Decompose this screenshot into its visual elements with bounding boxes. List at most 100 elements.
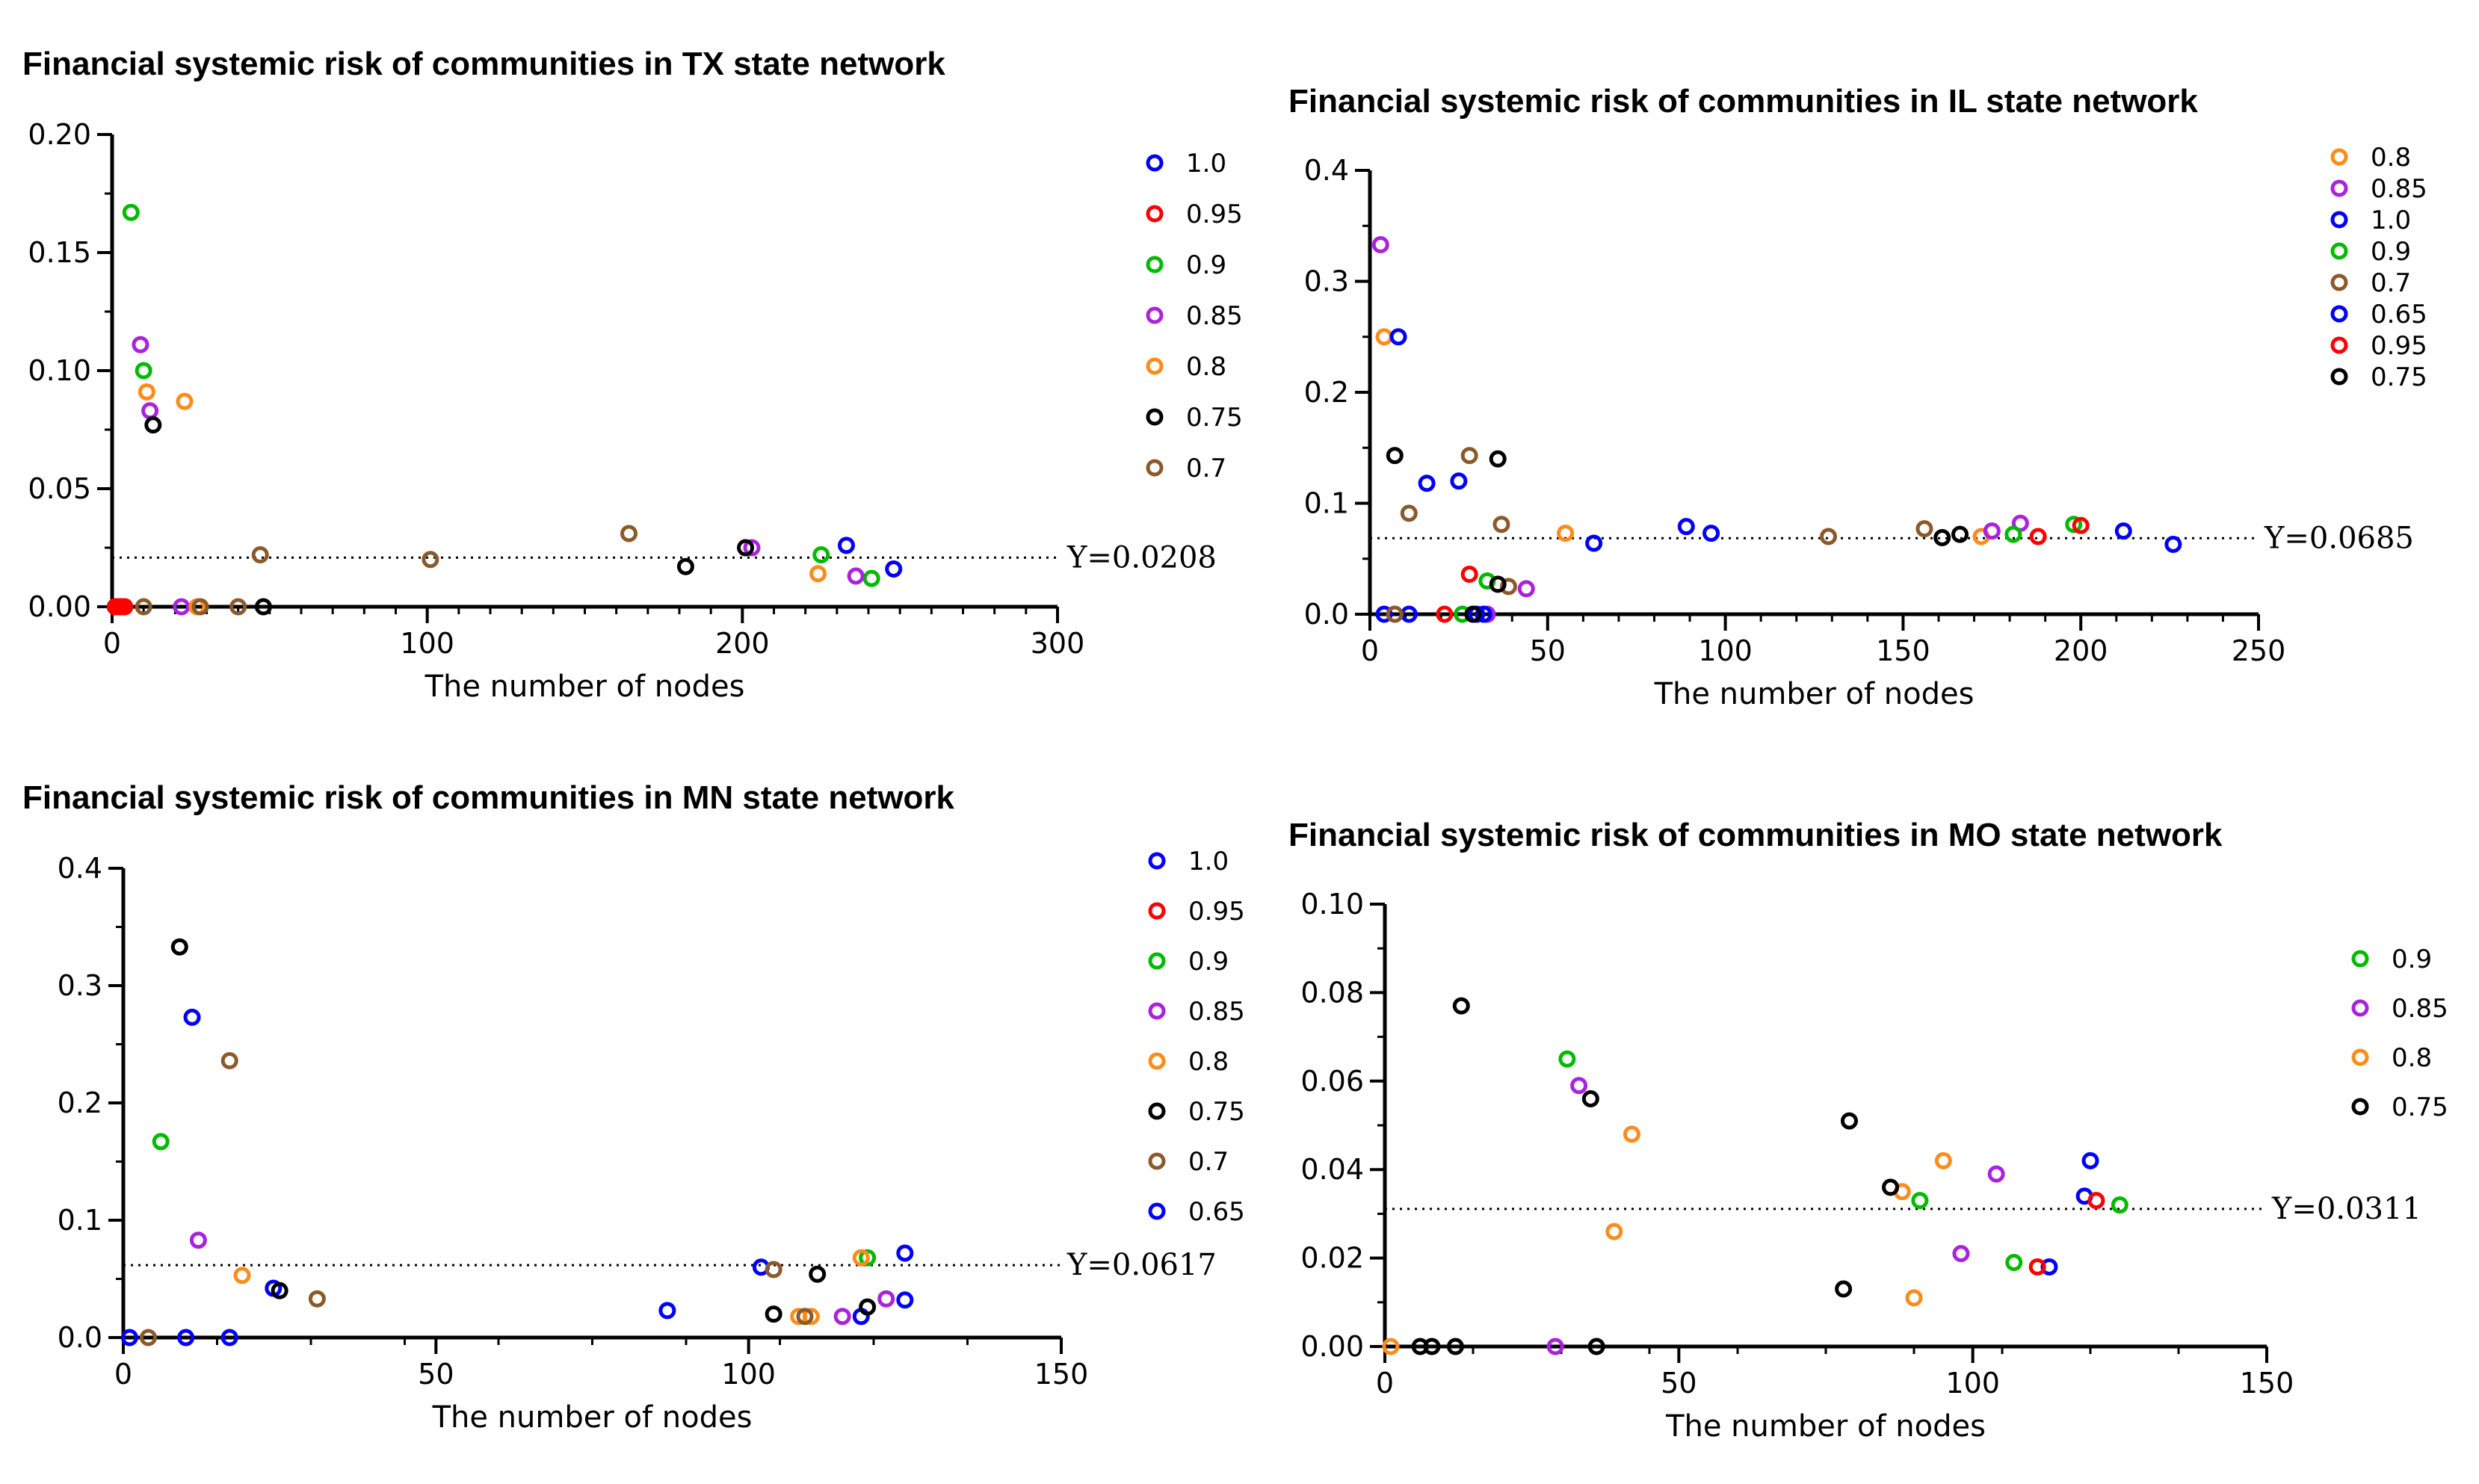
data-point [859,1298,877,1316]
chart-panel-1: Financial systemic risk of communities i… [22,46,1243,704]
data-point [138,383,155,401]
data-point [1375,605,1393,623]
legend-label: 1.0 [2371,205,2411,235]
legend: 0.9 0.85 0.8 0.75 [2351,944,2448,1122]
legend: 0.80.851.00.90.70.650.950.75 [2330,143,2427,392]
x-tick-label: 200 [715,627,770,660]
y-tick-label: 0.2 [1304,376,1349,409]
series-0_8 [1382,1125,1952,1355]
data-point [1587,1338,1605,1355]
legend-label: 0.8 [1186,352,1226,382]
data-point [1436,605,1454,623]
data-point [1934,1151,1952,1169]
data-point [116,598,134,616]
y-tick-label: 0.0 [58,1321,102,1354]
chart-panel-3: Financial systemic risk of communities i… [22,779,1245,1435]
series-0_75 [1386,447,1969,623]
data-point [1983,522,2001,540]
reference-line-label: Y=0.0311 [2271,1192,2421,1226]
series-0_9 [122,203,880,587]
legend-label: 0.95 [1186,200,1243,229]
x-tick-label: 50 [418,1358,454,1391]
legend-marker [1148,1202,1166,1220]
y-tick-label: 0.4 [58,852,102,885]
y-tick-label: 0.3 [1304,265,1349,298]
legend: 1.0 0.95 0.9 0.85 0.8 0.75 0.7 [1146,149,1243,483]
legend-marker [2330,179,2348,197]
data-point [1517,580,1535,598]
data-point [135,598,152,616]
x-axis-label: The number of nodes [425,670,745,704]
legend-marker [1146,205,1164,223]
data-point [1492,516,1510,534]
data-point [2029,528,2047,545]
series-0_75 [170,938,877,1323]
data-point [1581,1089,1599,1107]
data-point [254,598,272,616]
data-point [141,402,159,420]
data-point [1489,575,1507,593]
chart-panel-2: Financial systemic risk of communities i… [1288,83,2427,711]
data-point [859,1249,877,1267]
data-point [1585,534,1603,552]
data-point [1389,328,1407,346]
legend-marker [1146,256,1164,273]
y-tick-label: 0.08 [1300,976,1364,1009]
legend-marker [2351,950,2369,968]
x-tick-label: 0 [114,1358,132,1391]
data-point [852,1249,870,1267]
x-tick-label: 150 [1876,634,1930,667]
series-0_7 [135,525,638,616]
legend-marker [1148,852,1166,870]
legend-label: 0.7 [1186,454,1226,483]
legend-label: 1.0 [1188,847,1229,877]
data-point [737,539,755,557]
x-tick-label: 50 [1661,1367,1697,1400]
data-point [1933,529,1951,547]
data-point [1951,525,1969,543]
data-point [1557,525,1575,542]
data-point [120,1329,138,1347]
x-tick-label: 100 [1698,634,1753,667]
y-tick-label: 0.10 [28,354,91,387]
data-point [837,537,855,554]
legend-marker [2351,1048,2369,1066]
data-point [1423,1338,1441,1355]
series-0_7 [139,1051,814,1347]
data-point [2065,516,2083,534]
series-0_8 [138,383,827,616]
legend-label: 0.8 [2392,1043,2432,1073]
series-1_0 [120,1008,914,1347]
data-point [1386,447,1404,465]
series-0_85 [132,336,865,616]
data-point [833,1308,851,1326]
data-point [1452,997,1470,1015]
data-point [1905,1289,1923,1307]
legend-marker [1146,408,1164,426]
y-tick-label: 0.0 [1304,598,1349,631]
data-point [1952,1245,1970,1263]
x-tick-label: 100 [1945,1367,2000,1400]
y-tick-label: 0.10 [1300,888,1364,921]
data-point [1677,518,1695,536]
chart-title: Financial systemic risk of communities i… [1288,817,2223,853]
data-point [144,416,162,434]
y-tick-label: 0.06 [1300,1065,1364,1098]
legend-label: 0.9 [1188,947,1229,977]
legend-marker [1146,306,1164,324]
series-0_8 [1375,328,1990,623]
legend-label: 0.95 [1188,897,1245,927]
reference-line-label: Y=0.0617 [1066,1248,1217,1282]
data-point [896,1244,914,1262]
legend-marker [1148,1102,1166,1120]
y-tick-label: 0.3 [58,969,102,1002]
data-point [765,1261,782,1279]
y-tick-label: 0.00 [1300,1330,1364,1363]
x-tick-label: 300 [1031,627,1085,660]
chart-panel-4: Financial systemic risk of communities i… [1288,817,2448,1444]
data-point [1558,1050,1576,1068]
y-tick-label: 0.02 [1300,1242,1364,1275]
legend-marker [1146,154,1164,172]
legend-marker [2351,999,2369,1017]
